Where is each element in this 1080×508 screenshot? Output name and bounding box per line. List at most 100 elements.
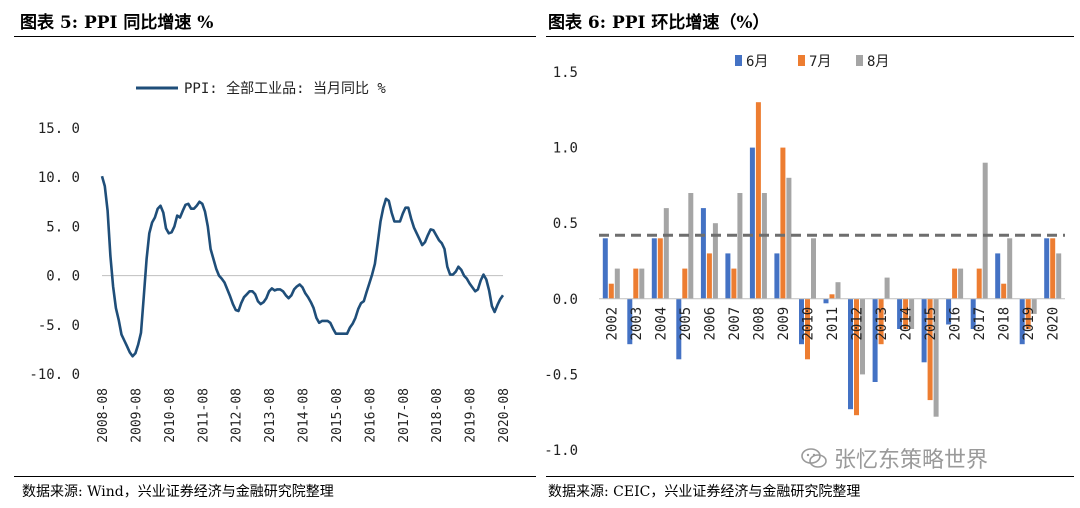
bar-jun: [749, 147, 755, 299]
x-tick-label: 2009: [776, 307, 792, 341]
bar-aug: [786, 177, 792, 299]
x-tick-label: 2005: [678, 307, 694, 341]
chart-title-left: 图表 5: PPI 同比增速 %: [20, 13, 214, 33]
bar-aug: [811, 238, 816, 299]
y-tick-label: 0.0: [553, 292, 578, 308]
bar-aug: [835, 282, 841, 299]
legend-label: PPI: 全部工业品: 当月同比 %: [184, 80, 386, 97]
x-tick-label: 2020-08: [497, 388, 512, 443]
bar-jul: [706, 253, 712, 299]
title-divider-left: [14, 36, 536, 37]
bar-aug: [958, 268, 964, 299]
x-tick-label: 2002: [604, 307, 620, 341]
y-tick-label: -1.0: [544, 443, 578, 459]
legend-swatch: [856, 55, 863, 66]
x-tick-label: 2003: [629, 307, 645, 341]
bar-jun: [872, 298, 878, 382]
bar-jul: [755, 102, 761, 299]
x-tick-label: 2014: [899, 307, 915, 341]
legend-label: 7月: [809, 54, 831, 70]
x-tick-label: 2010: [800, 307, 816, 341]
bar-jun: [651, 238, 657, 299]
y-tick-label: 5. 0: [46, 219, 80, 235]
bar-aug: [1007, 238, 1013, 299]
x-tick-label: 2016-08: [363, 388, 378, 443]
y-tick-label: -5. 0: [38, 318, 80, 334]
y-tick-label: -10. 0: [29, 367, 80, 383]
legend-label: 8月: [867, 54, 889, 70]
bar-jun: [700, 208, 706, 299]
x-tick-label: 2013-08: [263, 388, 278, 443]
x-tick-label: 2008-08: [96, 388, 111, 443]
x-tick-label: 2018-08: [430, 388, 445, 443]
bar-aug: [982, 162, 988, 299]
legend-swatch: [735, 55, 742, 66]
bar-aug: [712, 223, 718, 299]
bar-jul: [1001, 283, 1007, 299]
x-tick-label: 2010-08: [163, 388, 178, 443]
bar-aug: [639, 268, 645, 299]
y-tick-label: 1.0: [553, 141, 578, 157]
source-note-left: 数据来源: Wind，兴业证券经济与金融研究院整理: [22, 484, 334, 500]
x-tick-label: 2012-08: [230, 388, 245, 443]
y-tick-label: 0. 0: [46, 269, 80, 285]
x-tick-label: 2006: [702, 307, 718, 341]
legend-label: 6月: [746, 54, 768, 70]
x-tick-label: 2019-08: [464, 388, 479, 443]
bar-jun: [676, 298, 682, 360]
x-tick-label: 2012: [850, 307, 866, 341]
bar-chart-right: 1.5 1.0 0.5 0.0 -0.5 -1.0 2002 2003 2004 2005 2006…: [544, 54, 1065, 459]
x-tick-label: 2016: [948, 307, 964, 341]
bar-jul: [780, 147, 786, 299]
bar-jun: [848, 298, 853, 410]
bar-jul: [927, 298, 933, 401]
bar-jun: [946, 298, 952, 325]
x-tick-label: 2007: [727, 307, 743, 341]
y-tick-label: 1.5: [553, 65, 578, 81]
bar-jun: [799, 298, 804, 345]
bar-jun: [970, 298, 976, 329]
x-tick-label: 2014-08: [297, 388, 312, 443]
x-tick-label: 2004: [653, 307, 669, 341]
bar-aug: [688, 193, 694, 299]
bar-aug: [909, 298, 915, 329]
chart-title-right: 图表 6: PPI 环比增速（%）: [548, 13, 770, 33]
left-panel: 图表 5: PPI 同比增速 % 15. 0 10. 0 5. 0 0. 0 -5. 0…: [14, 13, 536, 500]
bar-aug: [860, 298, 865, 375]
bar-jun: [897, 298, 903, 329]
wechat-icon: [801, 448, 827, 468]
bar-jul: [682, 268, 688, 299]
bar-jul: [878, 298, 884, 345]
bar-jul: [952, 268, 958, 299]
x-tick-label: 2018: [997, 307, 1013, 341]
bar-aug: [737, 193, 743, 299]
line-chart-left: 15. 0 10. 0 5. 0 0. 0 -5. 0 -10. 0 2008-08 2009…: [29, 80, 512, 443]
bar-aug: [884, 277, 890, 299]
x-tick-label: 2008: [751, 307, 767, 341]
bar-jul: [976, 268, 982, 299]
bar-jul: [633, 268, 639, 299]
bar-jul: [854, 298, 859, 416]
bar-jul: [608, 283, 614, 299]
bar-aug: [761, 193, 767, 299]
bar-aug: [614, 268, 620, 299]
bar-jul: [657, 238, 663, 299]
source-divider-right: [546, 476, 1074, 477]
bar-jul: [805, 298, 810, 360]
bar-jul: [829, 294, 835, 299]
bar-aug: [1056, 253, 1062, 299]
bar-aug: [663, 208, 669, 299]
title-divider-right: [546, 36, 1074, 37]
x-tick-label: 2017: [972, 307, 988, 341]
y-tick-label: -0.5: [544, 367, 578, 383]
source-note-right: 数据来源: CEIC，兴业证券经济与金融研究院整理: [548, 484, 861, 500]
x-tick-label: 2019: [1021, 307, 1037, 341]
bar-jun: [823, 298, 829, 304]
x-tick-label: 2015-08: [330, 388, 345, 443]
bar-aug: [933, 298, 939, 417]
bar-jun: [627, 298, 633, 345]
x-tick-label: 2011: [825, 307, 841, 341]
bar-jun: [921, 298, 927, 363]
watermark: 张忆东策略世界: [800, 442, 988, 474]
bar-jul: [1050, 238, 1056, 299]
